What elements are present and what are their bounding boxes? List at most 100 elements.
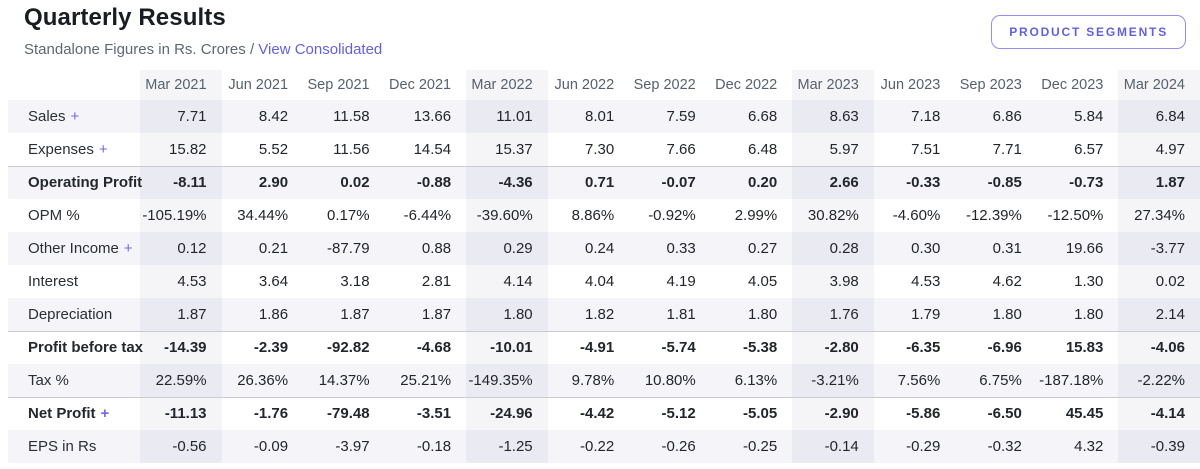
view-consolidated-link[interactable]: View Consolidated (258, 41, 383, 58)
cell: 1.87 (140, 298, 222, 331)
row-label: Profit before tax (8, 330, 143, 364)
expand-plus-icon[interactable]: + (100, 405, 110, 423)
cell: -14.39 (140, 330, 222, 364)
cell: 1.80 (748, 305, 778, 323)
cell: 0.20 (710, 165, 793, 199)
subtitle-text: Standalone Figures in Rs. Crores (24, 41, 246, 58)
cell: -24.96 (466, 396, 548, 430)
cell: 7.71 (992, 140, 1022, 158)
cell: 4.04 (584, 273, 615, 290)
cell: 1.30 (1074, 273, 1104, 290)
cell: 19.66 (1065, 240, 1104, 257)
table-row: EPS in Rs -0.56 -0.09 -3.97 -0.18 -1.25 -0.22 -… (8, 430, 1200, 463)
cell: 0.21 (258, 240, 289, 257)
cell: 14.54 (413, 140, 452, 158)
cell: 6.75% (979, 371, 1022, 389)
cell: -12.39% (965, 207, 1022, 224)
table-row: Net Profit + -11.13 -1.76 -79.48 -3.51 -24.96-… (8, 396, 1200, 430)
column-header: Mar 2022 (466, 70, 548, 100)
cell: -92.82 (303, 330, 385, 364)
cell: 0.27 (748, 240, 778, 257)
cell: 3.18 (340, 273, 370, 290)
cell: 0.30 (911, 240, 941, 257)
cell: -3.77 (1118, 232, 1200, 265)
cell: 1.81 (666, 305, 696, 323)
cell: 1.79 (911, 305, 941, 323)
cell: 15.37 (466, 133, 548, 166)
cell: 6.86 (992, 108, 1022, 125)
row-label[interactable]: Sales + (8, 100, 140, 133)
cell: -0.32 (987, 438, 1022, 455)
row-label: OPM % (8, 199, 140, 232)
cell: 0.31 (992, 240, 1022, 257)
cell: 3.98 (792, 265, 874, 298)
column-header: Jun 2023 (880, 77, 941, 93)
cell: 8.42 (258, 108, 289, 125)
cell: 0.88 (421, 240, 452, 257)
cell: 25.21% (400, 371, 452, 389)
row-label-text: EPS in Rs (28, 438, 97, 455)
empty-corner-cell (8, 70, 140, 100)
column-header: Jun 2021 (228, 77, 289, 93)
table-row: Interest 4.53 3.64 3.18 2.81 4.14 4.04 4.19 4.05… (8, 265, 1200, 298)
cell: 6.48 (748, 140, 778, 158)
cell: -2.80 (792, 330, 874, 364)
row-label-text: Operating Profit (28, 174, 143, 192)
table-row: Profit before tax -14.39 -2.39 -92.82 -4.68-… (8, 330, 1200, 364)
cell: -0.56 (140, 430, 222, 463)
cell: -11.13 (140, 396, 222, 430)
column-header: Mar 2021 (140, 70, 222, 100)
cell: 1.80 (466, 298, 548, 331)
column-header: Sep 2021 (307, 77, 370, 93)
cell: 4.19 (666, 273, 696, 290)
row-label: Tax % (8, 364, 140, 397)
column-header: Jun 2022 (554, 77, 615, 93)
cell: -6.96 (955, 330, 1037, 364)
cell: 7.56% (897, 371, 941, 389)
cell: -0.39 (1118, 430, 1200, 463)
page-title: Quarterly Results (24, 4, 226, 31)
cell: -87.79 (327, 240, 370, 257)
table-container: Mar 2021 Jun 2021 Sep 2021 Dec 2021 Mar 2022… (8, 70, 1200, 463)
cell: -4.36 (466, 165, 548, 199)
cell: 6.84 (1118, 100, 1200, 133)
cell: 34.44% (237, 207, 289, 224)
row-label[interactable]: Other Income + (8, 232, 140, 265)
column-header: Sep 2023 (959, 77, 1022, 93)
table-body: Sales +7.71 8.42 11.58 13.66 11.01 8.01 7.59 6.6… (8, 100, 1200, 463)
cell: -2.39 (221, 330, 304, 364)
row-label: EPS in Rs (8, 430, 140, 463)
cell: 4.97 (1118, 133, 1200, 166)
cell: -187.18% (1039, 371, 1104, 389)
cell: 6.13% (734, 371, 778, 389)
cell: -5.38 (710, 330, 793, 364)
cell: 5.84 (1074, 108, 1104, 125)
cell: -0.85 (955, 165, 1037, 199)
cell: 4.53 (140, 265, 222, 298)
cell: 3.64 (258, 273, 289, 290)
cell: 0.12 (140, 232, 222, 265)
cell: -0.73 (1036, 165, 1119, 199)
row-label[interactable]: Expenses + (8, 133, 140, 166)
cell: 5.97 (792, 133, 874, 166)
cell: 1.82 (584, 305, 615, 323)
expand-plus-icon[interactable]: + (123, 240, 133, 257)
cell: -3.97 (335, 438, 370, 455)
cell: 4.53 (911, 273, 941, 290)
column-header: Mar 2023 (792, 70, 874, 100)
expand-plus-icon[interactable]: + (98, 140, 108, 158)
product-segments-button[interactable]: PRODUCT SEGMENTS (991, 15, 1186, 49)
cell: 0.29 (466, 232, 548, 265)
expand-plus-icon[interactable]: + (70, 108, 80, 125)
cell: 22.59% (140, 364, 222, 397)
cell: -3.51 (384, 396, 467, 430)
cell: -79.48 (303, 396, 385, 430)
cell: -6.50 (955, 396, 1037, 430)
cell: 15.83 (1036, 330, 1119, 364)
row-label[interactable]: Net Profit + (8, 396, 140, 430)
subtitle-separator: / (245, 41, 259, 58)
cell: 0.33 (666, 240, 696, 257)
cell: -5.12 (629, 396, 711, 430)
cell: 7.30 (584, 140, 615, 158)
